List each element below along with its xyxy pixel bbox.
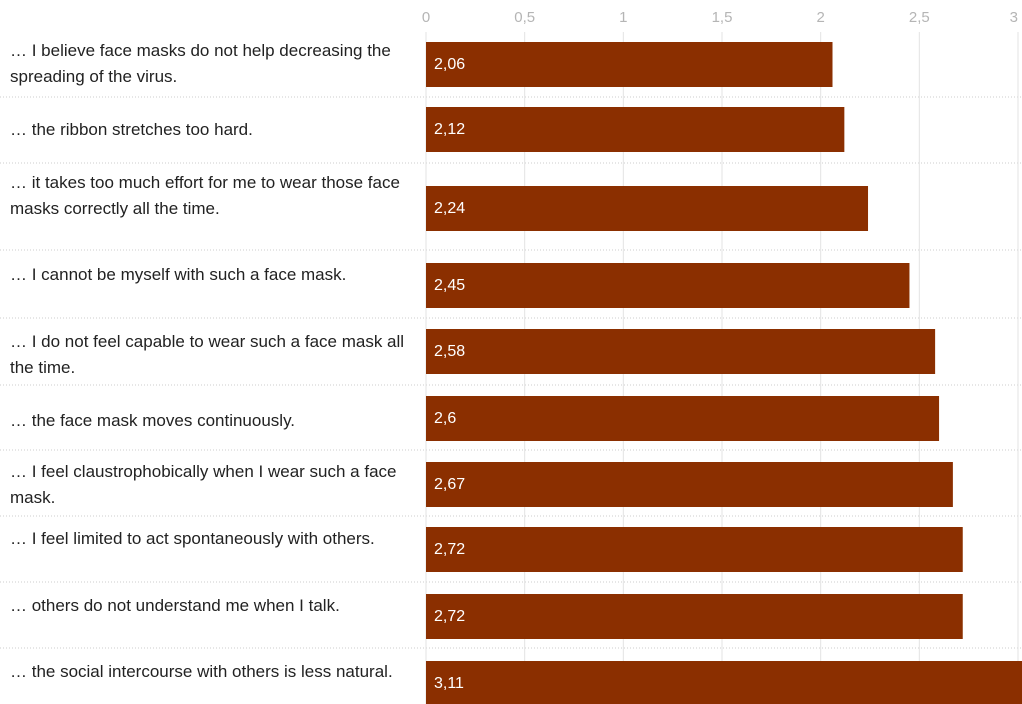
category-label: … I feel limited to act spontaneously wi…	[10, 529, 375, 548]
value-label: 3,11	[434, 675, 464, 692]
bar	[426, 527, 963, 572]
bar	[426, 594, 963, 639]
value-label: 2,12	[434, 121, 465, 138]
value-label: 2,72	[434, 541, 465, 558]
x-tick-label: 0	[422, 9, 430, 26]
bar	[426, 186, 869, 231]
value-label: 2,58	[434, 343, 465, 360]
category-label: … I believe face masks do not help decre…	[10, 41, 391, 86]
bars	[426, 42, 1022, 704]
bar	[426, 329, 936, 374]
value-label: 2,06	[434, 56, 465, 73]
x-tick-label: 1,5	[712, 9, 733, 26]
value-label: 2,45	[434, 277, 465, 294]
category-label: … I do not feel capable to wear such a f…	[10, 332, 405, 377]
x-tick-label: 2	[816, 9, 824, 26]
bar	[426, 396, 940, 441]
category-label: … I feel claustrophobically when I wear …	[10, 462, 397, 507]
category-label: … the face mask moves continuously.	[10, 411, 296, 430]
category-label: … it takes too much effort for me to wea…	[10, 173, 400, 218]
value-label: 2,24	[434, 200, 465, 217]
bar	[426, 661, 1022, 704]
bar	[426, 263, 910, 308]
x-tick-label: 0,5	[514, 9, 535, 26]
category-label: … the social intercourse with others is …	[10, 662, 393, 681]
category-label: … the ribbon stretches too hard.	[10, 120, 253, 139]
bar	[426, 107, 845, 152]
value-label: 2,6	[434, 410, 456, 427]
value-label: 2,67	[434, 476, 465, 493]
category-label: … I cannot be myself with such a face ma…	[10, 265, 347, 284]
x-tick-label: 3	[1010, 9, 1018, 26]
x-tick-label: 1	[619, 9, 627, 26]
bar	[426, 462, 953, 507]
value-label: 2,72	[434, 608, 465, 625]
x-tick-label: 2,5	[909, 9, 930, 26]
bar	[426, 42, 833, 87]
category-label: … others do not understand me when I tal…	[10, 596, 340, 615]
